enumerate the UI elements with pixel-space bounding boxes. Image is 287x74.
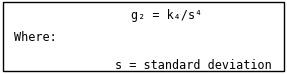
Text: s = standard deviation: s = standard deviation	[115, 59, 272, 72]
Text: g₂ = k₄/s⁴: g₂ = k₄/s⁴	[131, 9, 202, 22]
FancyBboxPatch shape	[3, 2, 284, 71]
Text: Where:: Where:	[14, 31, 57, 44]
